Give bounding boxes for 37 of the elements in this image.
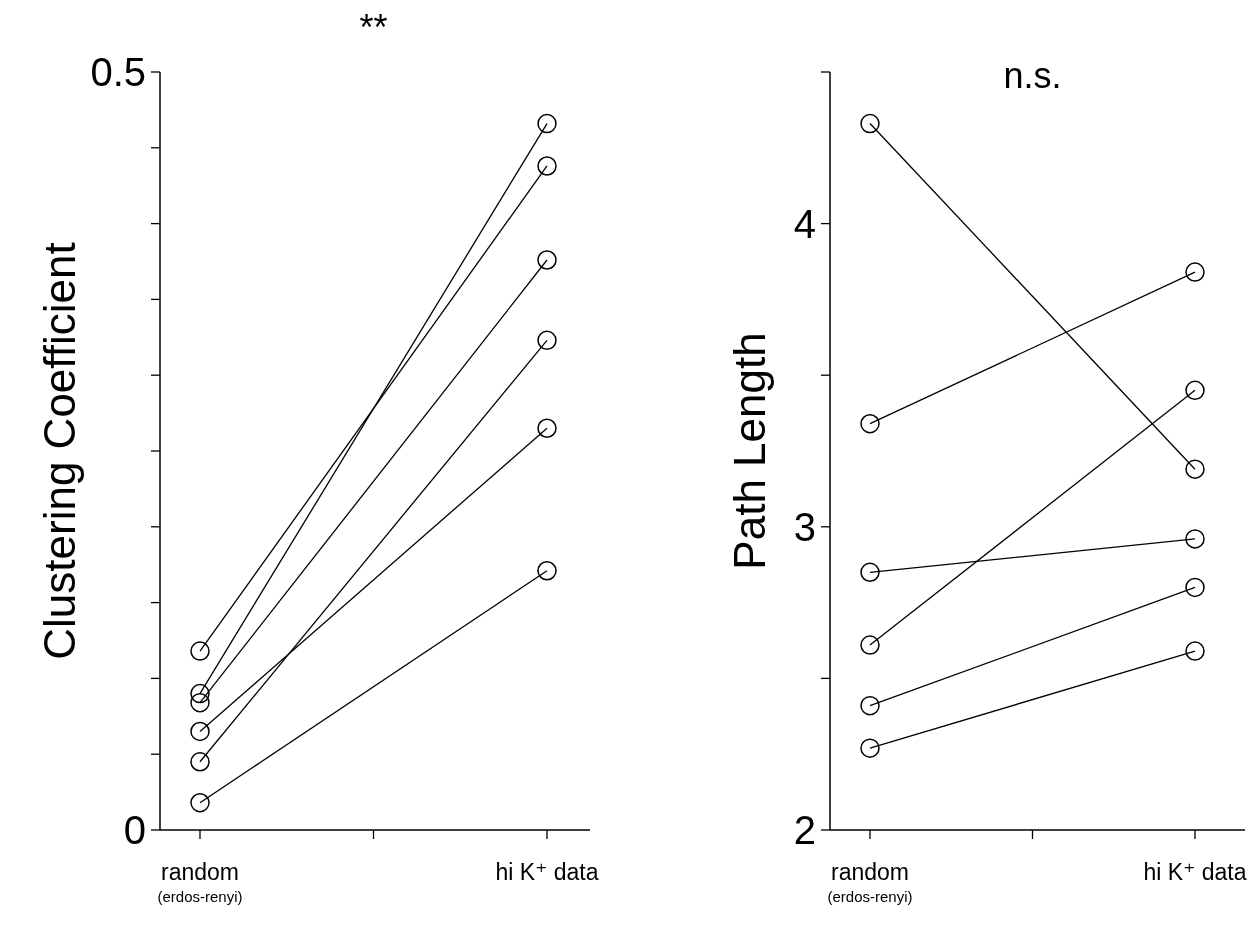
y-tick-label: 2 <box>793 808 816 852</box>
point <box>1185 529 1205 549</box>
point <box>537 250 557 270</box>
x-tick-label: random (erdos-renyi) <box>827 859 913 905</box>
point <box>537 330 557 351</box>
point <box>190 721 210 742</box>
point <box>1185 577 1205 598</box>
point <box>537 113 557 134</box>
y-tick-label: 4 <box>793 201 816 246</box>
annotation: n.s. <box>1003 55 1062 96</box>
y-tick-label: 0 <box>123 808 146 852</box>
point <box>860 635 880 655</box>
y-tick-label: 0.5 <box>90 50 146 94</box>
point <box>860 562 880 583</box>
point <box>1185 641 1205 661</box>
point <box>190 641 210 661</box>
point <box>1185 380 1205 401</box>
point <box>537 561 557 581</box>
point <box>190 692 210 713</box>
point <box>1185 262 1205 282</box>
point <box>537 418 557 439</box>
text: ** <box>359 7 388 48</box>
point <box>190 752 210 772</box>
x-tick-label: hi K⁺ data <box>1143 859 1247 885</box>
point <box>860 413 880 434</box>
y-tick-label: 3 <box>793 504 816 549</box>
x-tick-label: random (erdos-renyi) <box>157 859 243 905</box>
point <box>860 738 880 758</box>
y-axis-title: Path Length <box>725 332 775 570</box>
point <box>860 113 880 134</box>
point <box>1185 459 1205 479</box>
y-axis-title: Clustering Coefficient <box>35 242 85 660</box>
x-tick-label: hi K⁺ data <box>495 859 599 885</box>
point <box>537 156 557 176</box>
point <box>860 695 880 716</box>
point <box>190 792 210 813</box>
point <box>190 683 210 704</box>
